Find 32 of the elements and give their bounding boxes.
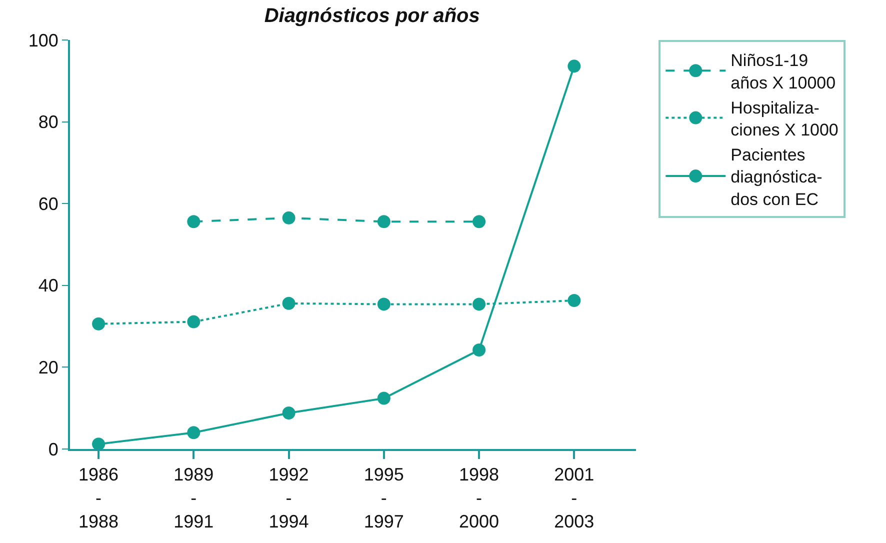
point [282, 406, 296, 420]
point [568, 294, 581, 308]
point [377, 392, 390, 405]
x-tick-label: 1986 - 1988 [78, 464, 119, 532]
point [92, 438, 106, 451]
x-tick-label: 1992 - 1994 [268, 464, 309, 532]
point [187, 315, 200, 328]
y-tick-label: 60 [38, 194, 58, 214]
point [472, 298, 486, 311]
y-tick-label: 100 [28, 30, 58, 50]
point [472, 344, 486, 357]
point [377, 298, 390, 311]
x-tick-label: 2001 - 2003 [554, 464, 594, 532]
y-tick-label: 80 [38, 112, 58, 132]
y-tick-label: 0 [48, 439, 58, 460]
point [282, 296, 296, 310]
point [377, 215, 390, 228]
point [187, 426, 200, 440]
chart-title: Diagnósticos por años [264, 5, 480, 28]
point [568, 60, 581, 73]
legend-label: Pacientes diagnóstica- dos con EC [730, 146, 822, 209]
x-tick-label: 1998 - 2000 [459, 464, 500, 532]
legend-label: Hospitaliza- ciones X 1000 [730, 98, 838, 140]
y-tick-label: 20 [38, 358, 58, 378]
x-tick-label: 1995 - 1997 [364, 464, 404, 532]
point [187, 215, 200, 228]
point [282, 211, 296, 224]
y-tick-label: 40 [38, 276, 58, 296]
legend-label: Niños1-19 años X 10000 [730, 51, 836, 92]
point [472, 215, 486, 228]
x-tick-label: 1989 - 1991 [174, 464, 214, 532]
point [92, 317, 106, 330]
